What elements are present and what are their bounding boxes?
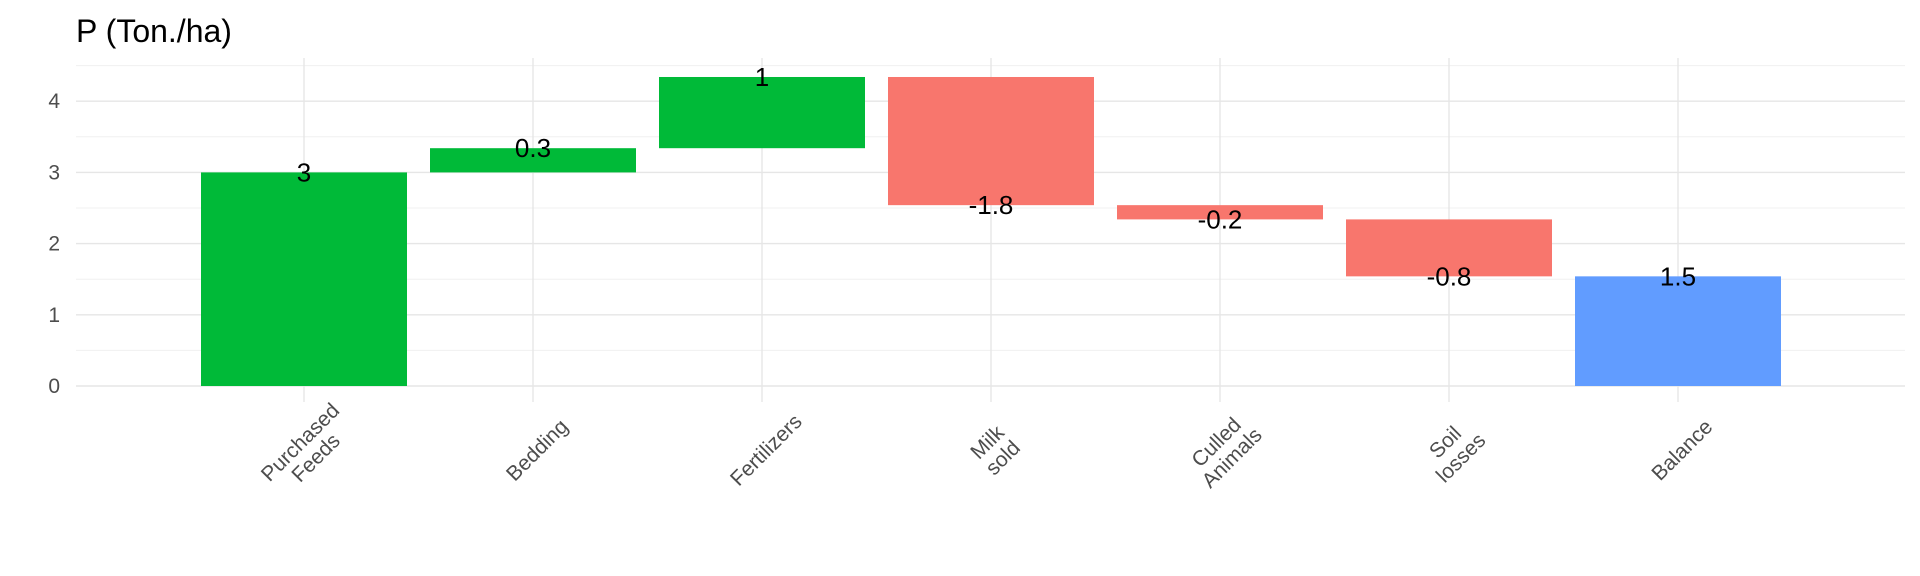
y-tick-label: 0 [48,375,60,398]
bar-value-label: 0.3 [515,133,551,163]
bar-decrease [1117,205,1323,220]
bar-value-label: -0.2 [1198,204,1243,234]
bar-total [1575,276,1781,386]
y-tick-label: 1 [48,304,60,327]
y-axis: 0 1 2 3 4 [48,90,60,398]
bar-increase [430,148,636,173]
x-tick-label-line: Fertilizers [726,410,807,491]
x-tick-label: Bedding [502,415,573,486]
y-tick-label: 4 [48,90,60,113]
bar-value-label: 3 [297,157,311,187]
bar-labels: 3 0.3 1 -1.8 -0.2 -0.8 1.5 [297,62,1696,291]
bar-value-label: -0.8 [1427,261,1472,291]
y-tick-label: 3 [48,161,60,184]
bar-value-label: 1.5 [1660,261,1696,291]
bar-value-label: -1.8 [969,190,1014,220]
x-tick-label: Balance [1647,415,1717,485]
bar-increase [201,172,407,386]
bar-decrease [1346,219,1552,277]
x-tick-label-line: Bedding [502,415,573,486]
chart-title: P (Ton./ha) [76,13,232,49]
bar-value-label: 1 [755,62,769,92]
bar-increase [659,76,865,149]
bar-decrease [888,76,1094,206]
x-tick-label-line: Balance [1647,415,1717,485]
bars [201,76,1781,386]
x-tick-label: Fertilizers [726,410,807,491]
y-tick-label: 2 [48,233,60,256]
